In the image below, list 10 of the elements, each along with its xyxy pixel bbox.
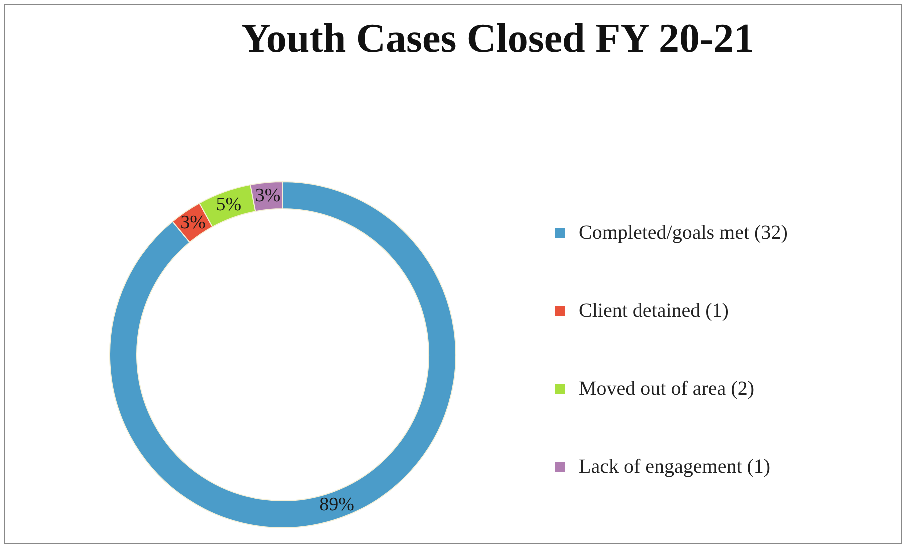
legend-label: Client detained (1)	[579, 300, 729, 322]
data-label: 89%	[320, 494, 355, 516]
legend-label: Completed/goals met (32)	[579, 222, 788, 244]
data-label: 3%	[180, 212, 206, 234]
legend-label: Lack of engagement (1)	[579, 456, 771, 478]
data-label: 5%	[216, 194, 242, 216]
data-label: 3%	[255, 186, 281, 207]
legend-label: Moved out of area (2)	[579, 378, 754, 400]
chart-title: Youth Cases Closed FY 20-21	[240, 14, 756, 62]
donut-slice	[110, 182, 456, 528]
